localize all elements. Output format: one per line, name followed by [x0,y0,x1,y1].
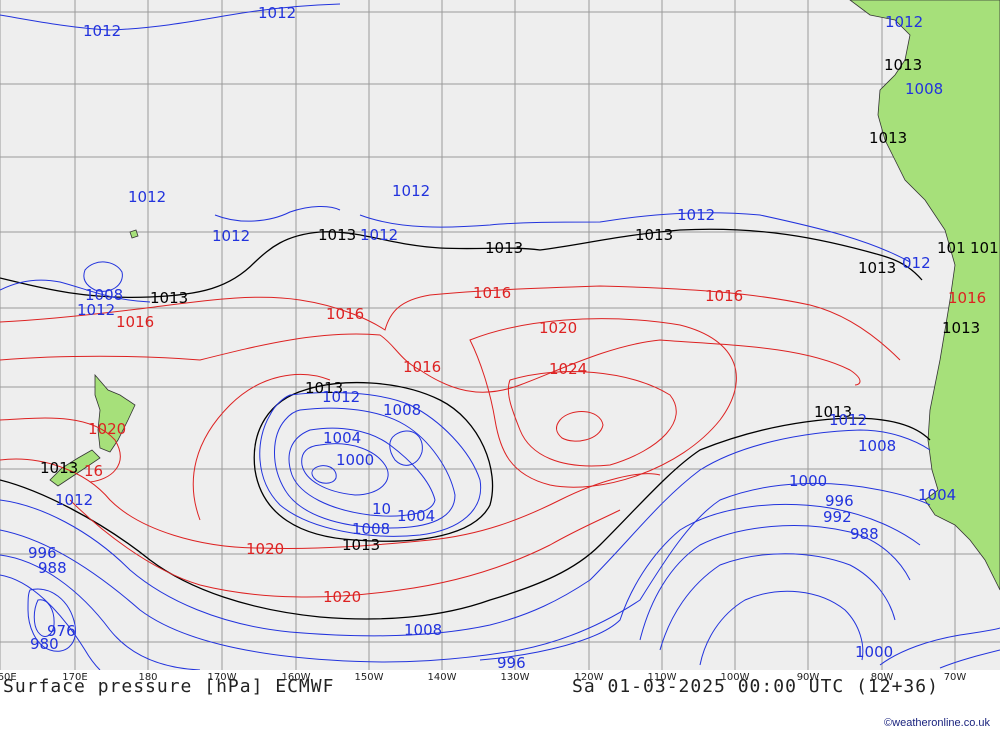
longitude-label: 80W [870,672,894,683]
isobar-label: 1013 [342,536,380,554]
isobar-label: 1016 [948,289,986,307]
valid-time: Sa 01-03-2025 00:00 UTC (12+36) [572,676,939,697]
isobar-label: 1012 [128,188,166,206]
isobar-label: 1020 [88,420,126,438]
longitude-label: 110W [647,672,677,683]
isobar-label: 1012 [83,22,121,40]
isobar-label: 996 [497,654,526,670]
isobar-label: 1012 [258,4,296,22]
isobar-label: 1024 [549,360,587,378]
isobar-label: 1013 [884,56,922,74]
isobar-label: 10 [372,500,391,518]
isobar-label: 1013 [485,239,523,257]
longitude-label: 120W [574,672,604,683]
new-zealand-north [94,373,136,453]
isobar-label: 1020 [539,319,577,337]
isobar-label: 1013 [40,459,78,477]
isobar-label: 1000 [855,643,893,661]
isobar-label: 996 [825,492,854,510]
isobar-label: 992 [823,508,852,526]
isobar-label: 1016 [403,358,441,376]
isobar-label: 1012 [212,227,250,245]
isobar-label: 1008 [352,520,390,538]
isobar-label: 1013 [150,289,188,307]
land [49,0,1000,591]
isobar-label: 1013 [942,319,980,337]
isobar-label: 1020 [323,588,361,606]
isobar-label: 101 [970,239,999,257]
map-title: Surface pressure [hPa] ECMWF [3,676,335,697]
isobar-label: 1008 [858,437,896,455]
isobar-label: 988 [850,525,879,543]
isobar-label: 1012 [829,411,867,429]
isobar-label: 1012 [392,182,430,200]
longitude-label: 90W [796,672,820,683]
map-canvas: 1012 1012 1012 1012 1012 1012 1012 1008 … [0,0,1000,672]
isobar-label: 1004 [397,507,435,525]
isobar-label: 1012 [677,206,715,224]
isobars-high [0,285,901,598]
isobar-label: 1008 [85,286,123,304]
longitude-label: 170E [62,672,88,683]
isobar-label: 1004 [918,486,956,504]
isobar-label: 1016 [116,313,154,331]
isobar-label: 1012 [77,301,115,319]
isobar-label: 1013 [635,226,673,244]
footer-bar: 160E 170E 180 170W 160W 150W 140W 130W 1… [0,670,1000,733]
isobar-label: 1013 [869,129,907,147]
longitude-label: 140W [427,672,457,683]
credit-link[interactable]: ©weatheronline.co.uk [884,717,990,729]
isobars-1013 [0,228,931,620]
isobar-label: 1013 [858,259,896,277]
isobar-label: 1016 [473,284,511,302]
longitude-label: 70W [943,672,967,683]
isobar-label: 1020 [246,540,284,558]
isobar-label: 1013 [318,226,356,244]
longitude-label: 180 [138,672,158,683]
isobar-label: 1008 [404,621,442,639]
longitude-label: 170W [207,672,237,683]
longitude-label: 160W [281,672,311,683]
isobar-label: 1000 [336,451,374,469]
isobar-label: 980 [30,635,59,653]
isobar-labels: 1012 1012 1012 1012 1012 1012 1012 1008 … [28,4,999,672]
isobar-label: 1012 [360,226,398,244]
pressure-map: 1012 1012 1012 1012 1012 1012 1012 1008 … [0,0,1000,672]
longitude-label: 100W [720,672,750,683]
isobar-label: 1000 [789,472,827,490]
longitude-label: 130W [500,672,530,683]
isobar-label: 1008 [383,401,421,419]
isobar-label: 1012 [322,388,360,406]
isobar-label: 1016 [326,305,364,323]
isobar-label: 012 [902,254,931,272]
isobar-label: 1012 [885,13,923,31]
graticule [0,0,1000,670]
isobar-label: 1004 [323,429,361,447]
longitude-label: 160E [0,672,17,683]
isobar-label: 16 [84,462,103,480]
isobar-label: 1012 [55,491,93,509]
isobar-label: 1013 [814,403,852,421]
isobar-label: 1008 [905,80,943,98]
south-america [849,0,1000,591]
isobar-label: 1016 [705,287,743,305]
isobar-label: 976 [47,622,76,640]
new-zealand-south [49,449,101,487]
isobar-label: 101 [937,239,966,257]
isobars-low [0,3,1000,671]
isobar-label: 1013 [305,379,343,397]
isobar-label: 988 [38,559,67,577]
isobar-label: 996 [28,544,57,562]
island [129,229,139,239]
longitude-label: 150W [354,672,384,683]
